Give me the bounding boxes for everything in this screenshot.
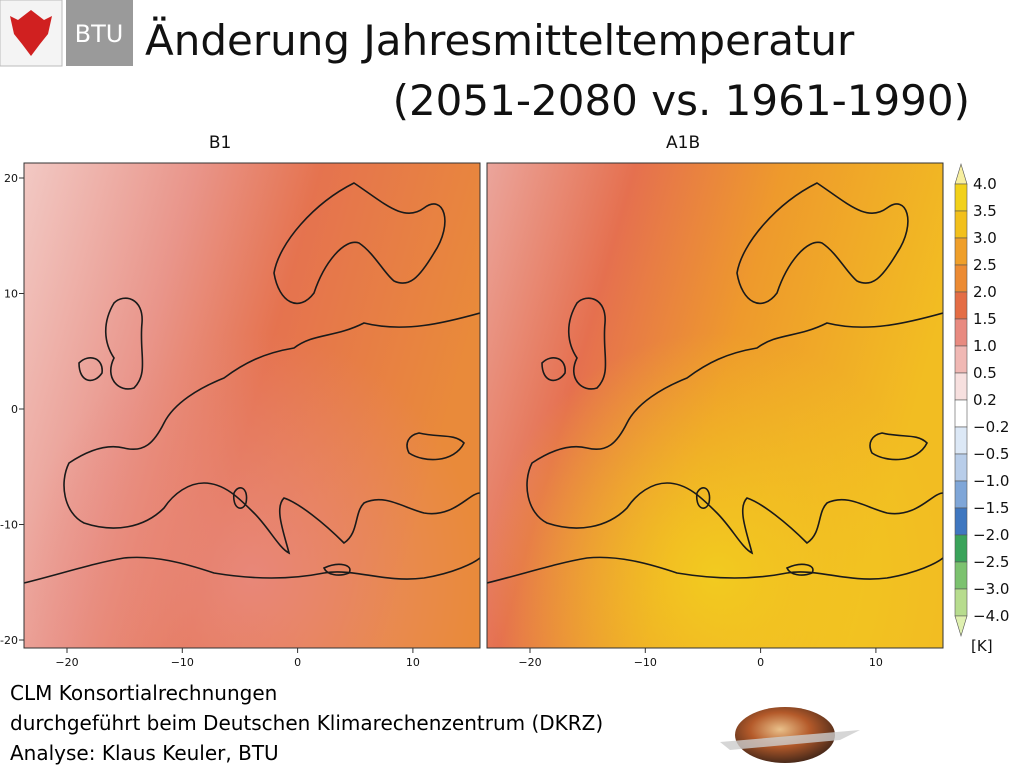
y-tick-label: -20 [0,634,18,647]
panel-label: A1B [666,133,700,153]
x-tick-label: −20 [55,656,78,669]
map-frame [23,162,481,649]
colorbar-segment [954,264,968,293]
x-tick-label: 0 [757,656,764,669]
y-tick-label: 10 [4,288,18,301]
x-tick-label: 0 [294,656,301,669]
colorbar-segment [954,534,968,563]
title-line2: (2051-2080 vs. 1961-1990) [393,76,970,125]
logo-text: BTU [75,20,124,48]
colorbar-cap [954,615,968,638]
x-tick-label: −10 [634,656,657,669]
map-a1b [487,163,943,648]
colorbar-segment [954,399,968,428]
colorbar-segment [954,183,968,212]
map-b1 [24,163,480,648]
colorbar-segment [954,237,968,266]
colorbar-label: 3.0 [973,229,997,247]
colorbar-segment [954,291,968,320]
globe-logo [735,707,835,763]
colorbar-label: 3.5 [973,202,997,220]
colorbar: 4.0 3.5 3.0 2.5 2.0 1.5 1.0 0.5 0.2 −0.2 −0.5 −1.0 −… [954,162,1009,655]
colorbar-segment [954,426,968,455]
footer-line: durchgeführt beim Deutschen Klimarechenz… [10,711,603,735]
colorbar-label: 2.0 [973,283,997,301]
colorbar-label: −1.5 [973,499,1009,517]
colorbar-label: 1.0 [973,337,997,355]
colorbar-label: 0.5 [973,364,997,382]
colorbar-segment [954,588,968,617]
colorbar-label: −1.0 [973,472,1009,490]
y-tick-label: -10 [0,519,18,532]
colorbar-segment [954,210,968,239]
colorbar-cap [954,162,968,185]
colorbar-label: −3.0 [973,580,1009,598]
colorbar-label: 2.5 [973,256,997,274]
x-tick-label: 10 [869,656,883,669]
colorbar-label: −2.5 [973,553,1009,571]
x-tick-label: −10 [171,656,194,669]
x-tick-label: 10 [406,656,420,669]
colorbar-segment [954,561,968,590]
title-line1: Änderung Jahresmitteltemperatur [145,15,855,65]
colorbar-segment [954,345,968,374]
x-tick-label: −20 [518,656,541,669]
colorbar-label: −2.0 [973,526,1009,544]
colorbar-label: 1.5 [973,310,997,328]
colorbar-segment [954,318,968,347]
colorbar-segment [954,372,968,401]
colorbar-label: 4.0 [973,175,997,193]
footer-line: CLM Konsortialrechnungen [10,681,277,705]
colorbar-segment [954,507,968,536]
colorbar-unit: [K] [971,637,993,655]
map-frame [486,162,944,649]
y-tick-label: 0 [11,403,18,416]
colorbar-label: −0.5 [973,445,1009,463]
colorbar-label: −0.2 [973,418,1009,436]
y-tick-label: 20 [4,172,18,185]
footer-line: Analyse: Klaus Keuler, BTU [10,741,279,765]
colorbar-segment [954,480,968,509]
logos: BTU [0,0,133,67]
panel-label: B1 [209,133,231,153]
colorbar-segment [954,453,968,482]
colorbar-label: −4.0 [973,607,1009,625]
colorbar-label: 0.2 [973,391,997,409]
